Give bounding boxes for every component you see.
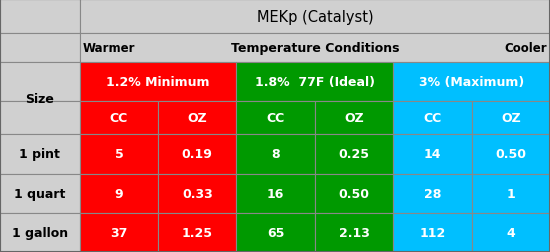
Bar xyxy=(393,63,550,102)
Bar xyxy=(315,135,393,174)
Text: OZ: OZ xyxy=(188,112,207,125)
Text: 0.50: 0.50 xyxy=(496,148,526,161)
Bar xyxy=(393,135,472,174)
Text: 2.13: 2.13 xyxy=(339,226,370,239)
Text: 0.25: 0.25 xyxy=(339,148,370,161)
Text: 9: 9 xyxy=(114,187,123,200)
Bar xyxy=(236,174,315,213)
Text: 16: 16 xyxy=(267,187,284,200)
Bar xyxy=(0,63,80,102)
Bar xyxy=(80,34,550,63)
Bar xyxy=(80,63,237,102)
Text: 0.33: 0.33 xyxy=(182,187,213,200)
Text: 1 pint: 1 pint xyxy=(19,148,60,161)
Bar xyxy=(158,174,236,213)
Text: 0.50: 0.50 xyxy=(339,187,370,200)
Text: CC: CC xyxy=(110,112,128,125)
Bar xyxy=(0,34,80,63)
Bar xyxy=(158,135,236,174)
Bar xyxy=(158,102,236,135)
Text: CC: CC xyxy=(424,112,442,125)
Text: 112: 112 xyxy=(419,226,446,239)
Bar xyxy=(236,102,315,135)
Bar xyxy=(236,213,315,252)
Text: 1: 1 xyxy=(507,187,515,200)
Bar xyxy=(393,102,472,135)
Bar xyxy=(471,135,550,174)
Bar xyxy=(236,63,393,102)
Text: Warmer: Warmer xyxy=(82,42,135,55)
Bar xyxy=(315,174,393,213)
Text: OZ: OZ xyxy=(344,112,364,125)
Text: 14: 14 xyxy=(424,148,441,161)
Bar xyxy=(236,135,315,174)
Bar xyxy=(471,102,550,135)
Text: 1.8%  77F (Ideal): 1.8% 77F (Ideal) xyxy=(255,76,375,89)
Bar xyxy=(80,174,158,213)
Bar xyxy=(80,135,158,174)
Text: 4: 4 xyxy=(507,226,515,239)
Text: 1 gallon: 1 gallon xyxy=(12,226,68,239)
Bar xyxy=(0,0,80,34)
Text: 37: 37 xyxy=(110,226,128,239)
Text: 5: 5 xyxy=(114,148,123,161)
Bar xyxy=(0,174,80,213)
Bar xyxy=(0,213,80,252)
Text: 28: 28 xyxy=(424,187,441,200)
Bar xyxy=(315,102,393,135)
Bar xyxy=(471,174,550,213)
Text: CC: CC xyxy=(267,112,285,125)
Text: 1.2% Minimum: 1.2% Minimum xyxy=(106,76,210,89)
Text: MEKp (Catalyst): MEKp (Catalyst) xyxy=(256,10,373,24)
Text: 3% (Maximum): 3% (Maximum) xyxy=(419,76,524,89)
Text: 65: 65 xyxy=(267,226,284,239)
Text: OZ: OZ xyxy=(501,112,521,125)
Text: 0.19: 0.19 xyxy=(182,148,213,161)
Text: 1.25: 1.25 xyxy=(182,226,213,239)
Bar xyxy=(393,174,472,213)
Bar xyxy=(315,213,393,252)
Bar xyxy=(158,213,236,252)
Bar xyxy=(0,102,80,135)
Bar xyxy=(393,213,472,252)
Bar xyxy=(80,0,550,34)
Bar xyxy=(0,135,80,174)
Text: Size: Size xyxy=(25,92,54,105)
Text: Temperature Conditions: Temperature Conditions xyxy=(230,42,399,55)
Text: Cooler: Cooler xyxy=(505,42,547,55)
Text: 1 quart: 1 quart xyxy=(14,187,65,200)
Bar xyxy=(80,213,158,252)
Bar xyxy=(80,102,158,135)
Text: 8: 8 xyxy=(271,148,280,161)
Bar xyxy=(471,213,550,252)
